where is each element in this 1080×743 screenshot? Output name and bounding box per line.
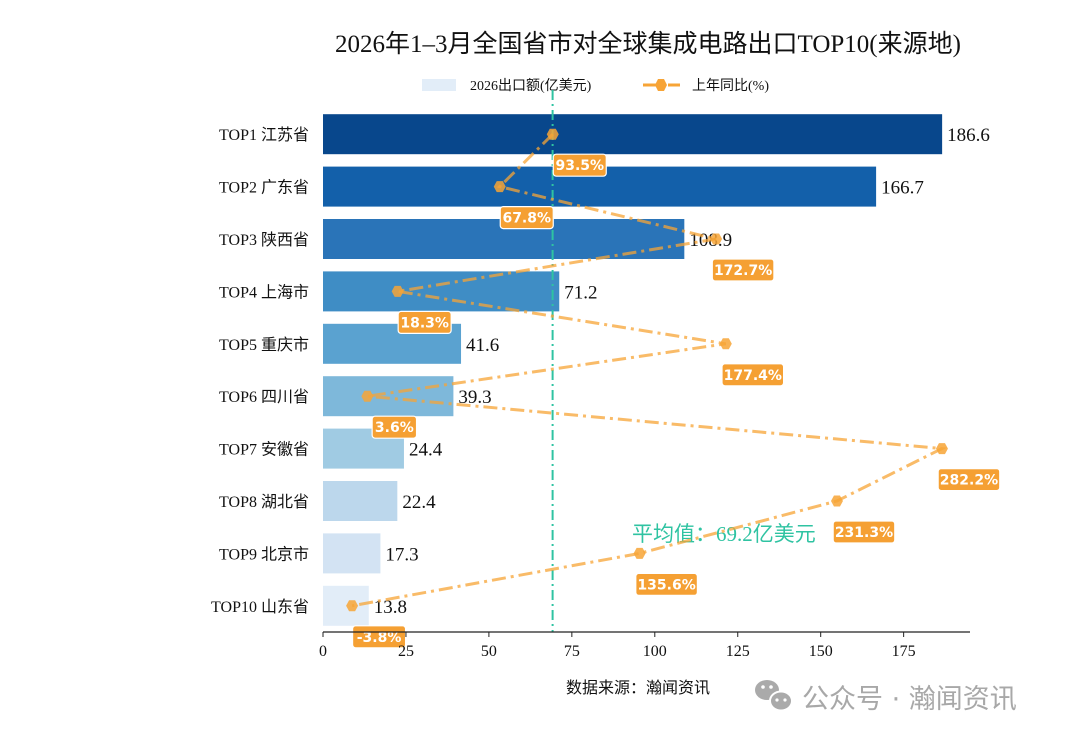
- category-label: TOP5 重庆市: [219, 336, 309, 354]
- bar: [323, 114, 943, 155]
- yoy-point: [346, 600, 359, 612]
- x-tick-label: 75: [564, 643, 580, 660]
- yoy-point: [546, 128, 559, 140]
- category-label: TOP9 北京市: [219, 545, 309, 563]
- category-label: TOP3 陕西省: [219, 231, 309, 249]
- yoy-label: 282.2%: [940, 473, 998, 489]
- category-label: TOP6 四川省: [219, 388, 309, 406]
- yoy-point: [935, 443, 948, 455]
- x-tick-label: 175: [892, 643, 916, 660]
- watermark-text: 公众号 · 瀚闻资讯: [802, 684, 1017, 715]
- yoy-point: [493, 181, 506, 193]
- watermark: 公众号 · 瀚闻资讯: [755, 680, 1017, 715]
- bar: [323, 271, 560, 312]
- yoy-label: 231.3%: [835, 525, 893, 541]
- x-tick-label: 0: [319, 643, 327, 660]
- bar-value-label: 13.8: [374, 597, 407, 618]
- legend: 2026出口额(亿美元) 上年同比(%): [422, 78, 769, 94]
- x-tick-label: 150: [809, 643, 833, 660]
- bar: [323, 585, 369, 626]
- bar-value-label: 166.7: [881, 178, 924, 199]
- bar: [323, 481, 398, 521]
- yoy-label-box: [635, 572, 698, 597]
- chart-title: 2026年1–3月全国省市对全球集成电路出口TOP10(来源地): [335, 30, 961, 58]
- yoy-label: 67.8%: [502, 211, 551, 227]
- yoy-point: [719, 338, 732, 350]
- bar: [323, 533, 381, 574]
- x-tick-label: 100: [643, 643, 667, 660]
- yoy-label: 3.6%: [375, 420, 414, 436]
- category-label: TOP2 广东省: [219, 179, 309, 197]
- yoy-label-box: [371, 415, 418, 439]
- category-label: TOP7 安徽省: [219, 441, 309, 459]
- yoy-point: [830, 495, 843, 507]
- yoy-label: 93.5%: [555, 158, 604, 174]
- yoy-label-box: [499, 206, 554, 230]
- yoy-label-box: [711, 258, 775, 282]
- category-label: TOP8 湖北省: [219, 493, 309, 511]
- yoy-label-box: [832, 520, 896, 544]
- bar-value-label: 71.2: [564, 282, 597, 303]
- category-label: TOP1 江苏省: [219, 126, 309, 144]
- yoy-point: [361, 390, 374, 402]
- legend-hexagon-marker-icon: [655, 79, 667, 91]
- x-tick-label: 25: [398, 643, 414, 660]
- legend-bar-swatch: [422, 79, 456, 91]
- yoy-label-box: [397, 310, 452, 334]
- bar-value-label: 24.4: [409, 440, 443, 461]
- yoy-line: [351, 133, 948, 608]
- legend-line-label: 上年同比(%): [692, 78, 769, 94]
- bar-value-label: 22.4: [402, 492, 436, 513]
- yoy-point: [710, 233, 723, 245]
- yoy-label-box: [937, 468, 1001, 492]
- yoy-label-box: [721, 363, 785, 387]
- wechat-icon: [755, 680, 793, 712]
- data-source: 数据来源：瀚闻资讯: [566, 679, 710, 697]
- yoy-label: 172.7%: [714, 263, 772, 279]
- yoy-label: -3.8%: [357, 630, 402, 646]
- legend-bar-label: 2026出口额(亿美元): [470, 78, 592, 94]
- yoy-label: 177.4%: [724, 368, 782, 384]
- bar: [323, 376, 454, 417]
- yoy-point: [633, 547, 646, 559]
- yoy-label-box: [552, 153, 607, 177]
- bar-value-label: 17.3: [385, 544, 418, 565]
- category-label: TOP4 上海市: [219, 283, 309, 301]
- bar-value-label: 41.6: [466, 335, 499, 356]
- bar-value-label: 186.6: [947, 125, 990, 146]
- x-tick-label: 125: [726, 643, 750, 660]
- category-label: TOP10 山东省: [211, 598, 309, 616]
- yoy-label: 135.6%: [637, 577, 695, 593]
- yoy-label: 18.3%: [400, 315, 449, 331]
- yoy-point: [391, 285, 404, 297]
- bar-value-label: 39.3: [458, 387, 491, 408]
- x-tick-label: 50: [481, 643, 497, 660]
- average-label: 平均值：69.2亿美元: [632, 522, 816, 546]
